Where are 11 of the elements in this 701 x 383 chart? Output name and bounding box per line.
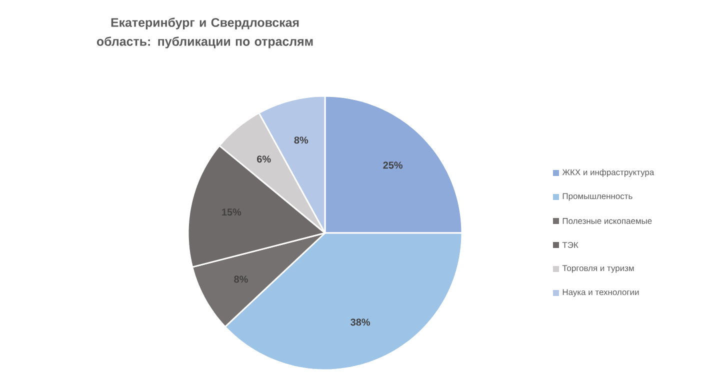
data-label: 6% [257,156,271,163]
legend-label: Полезные ископаемые [562,218,652,224]
chart-title: Екатеринбург и Свердловская область: публикации по отраслям [96,18,313,48]
data-label: 38% [350,318,370,326]
legend-label: Промышленность [562,193,632,201]
legend-label: ЖКХ и инфраструктура [562,169,654,177]
data-label: 25% [383,162,403,169]
legend-label: Торговля и туризм [562,265,634,273]
legend-label: Наука и технологии [562,289,639,297]
data-label: 8% [294,136,308,144]
legend-label: ТЭК [562,242,578,248]
